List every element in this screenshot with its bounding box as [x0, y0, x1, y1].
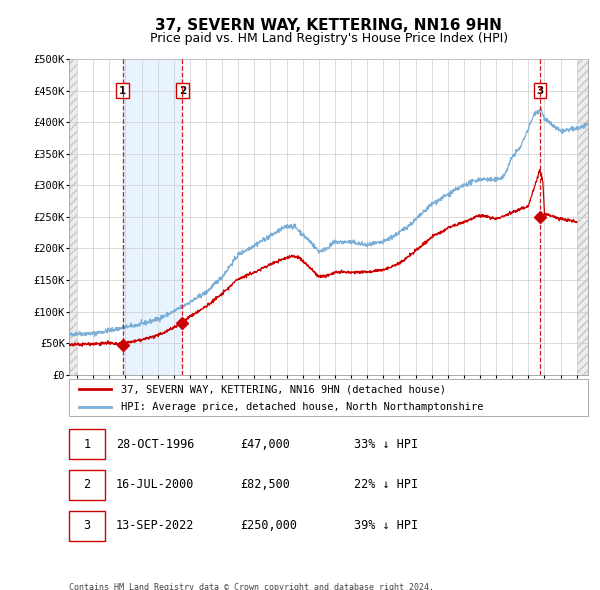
Text: Price paid vs. HM Land Registry's House Price Index (HPI): Price paid vs. HM Land Registry's House … [150, 32, 508, 45]
Text: 16-JUL-2000: 16-JUL-2000 [116, 478, 194, 491]
FancyBboxPatch shape [69, 430, 106, 460]
FancyBboxPatch shape [69, 510, 106, 540]
Text: 1: 1 [83, 438, 91, 451]
Text: £250,000: £250,000 [240, 519, 297, 532]
Text: 3: 3 [536, 86, 544, 96]
Text: £47,000: £47,000 [240, 438, 290, 451]
Text: Contains HM Land Registry data © Crown copyright and database right 2024.
This d: Contains HM Land Registry data © Crown c… [69, 583, 434, 590]
Text: 39% ↓ HPI: 39% ↓ HPI [355, 519, 419, 532]
Text: 28-OCT-1996: 28-OCT-1996 [116, 438, 194, 451]
Text: 37, SEVERN WAY, KETTERING, NN16 9HN (detached house): 37, SEVERN WAY, KETTERING, NN16 9HN (det… [121, 384, 446, 394]
FancyBboxPatch shape [69, 379, 588, 416]
Text: 13-SEP-2022: 13-SEP-2022 [116, 519, 194, 532]
Text: 3: 3 [83, 519, 91, 532]
Text: 22% ↓ HPI: 22% ↓ HPI [355, 478, 419, 491]
Text: £82,500: £82,500 [240, 478, 290, 491]
Bar [69, 59, 77, 375]
Text: 1: 1 [119, 86, 126, 96]
Bar [122, 59, 182, 375]
Text: 2: 2 [179, 86, 186, 96]
Text: HPI: Average price, detached house, North Northamptonshire: HPI: Average price, detached house, Nort… [121, 402, 484, 412]
Text: 37, SEVERN WAY, KETTERING, NN16 9HN: 37, SEVERN WAY, KETTERING, NN16 9HN [155, 18, 502, 32]
Bar [577, 59, 588, 375]
FancyBboxPatch shape [69, 470, 106, 500]
Text: 2: 2 [83, 478, 91, 491]
Text: 33% ↓ HPI: 33% ↓ HPI [355, 438, 419, 451]
